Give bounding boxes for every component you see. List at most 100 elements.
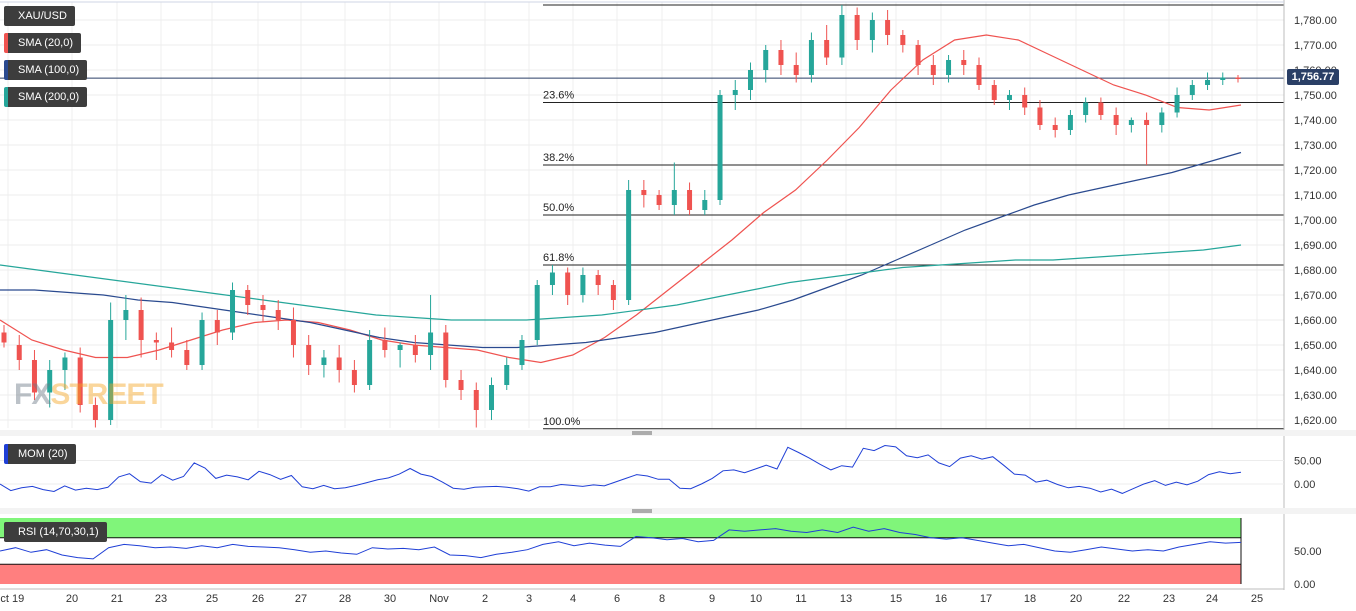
time-tick-label: Nov [429, 593, 449, 605]
rsi-tick-label: 50.00 [1294, 546, 1322, 558]
price-tick-label: 1,770.00 [1294, 40, 1337, 52]
time-tick-label: 30 [384, 593, 396, 605]
fib-level-label: 61.8% [543, 252, 574, 264]
time-tick-label: Oct 19 [0, 593, 24, 605]
sma200-label[interactable]: SMA (200,0) [4, 87, 88, 107]
price-tick-label: 1,730.00 [1294, 140, 1337, 152]
price-tick-label: 1,670.00 [1294, 290, 1337, 302]
mom-tick-label: 50.00 [1294, 456, 1322, 468]
candle-body-down [336, 357, 342, 370]
price-tick-label: 1,740.00 [1294, 115, 1337, 127]
time-tick-label: 8 [659, 593, 665, 605]
candle-body-up [504, 365, 510, 385]
watermark-part-a: FX [14, 378, 51, 411]
sma100-label[interactable]: SMA (100,0) [4, 60, 88, 80]
candle-body-down [412, 345, 418, 355]
candle-body-up [1220, 77, 1226, 80]
sma20-label[interactable]: SMA (20,0) [4, 33, 82, 53]
candles [1, 5, 1241, 428]
time-tick-label: 20 [66, 593, 78, 605]
candle-body-down [610, 285, 616, 300]
candle-body-down [31, 360, 37, 393]
candle-body-down [1052, 125, 1058, 130]
candle-body-up [534, 285, 540, 340]
fib-level-label: 23.6% [543, 90, 574, 102]
mom-label[interactable]: MOM (20) [4, 444, 76, 464]
fxstreet-watermark: FXSTREET [14, 378, 164, 412]
candle-body-up [671, 190, 677, 205]
candle-body-down [991, 85, 997, 100]
sma200-line [0, 244, 1242, 321]
price-tick-label: 1,620.00 [1294, 415, 1337, 427]
time-tick-label: 16 [935, 593, 947, 605]
candle-body-up [549, 272, 555, 285]
price-grid [0, 2, 1284, 428]
candle-body-down [260, 305, 266, 310]
candle-body-up [489, 385, 495, 410]
candle-body-up [62, 357, 68, 370]
candle-body-up [199, 320, 205, 365]
candle-body-up [1174, 95, 1180, 113]
candle-body-down [169, 342, 175, 350]
candle-body-up [747, 70, 753, 90]
rsi-line [0, 526, 1242, 560]
candle-body-up [47, 370, 53, 393]
candle-body-down [290, 320, 296, 345]
candle-body-down [1113, 115, 1119, 125]
time-tick-label: 13 [840, 593, 852, 605]
candle-body-down [885, 20, 891, 35]
price-tick-label: 1,710.00 [1294, 190, 1337, 202]
candle-body-up [580, 275, 586, 295]
rsi-panel: 50.00 0.00 [0, 518, 1322, 591]
rsi-label[interactable]: RSI (14,70,30,1) [4, 522, 107, 542]
candle-body-down [1, 332, 7, 343]
time-tick-label: 23 [155, 593, 167, 605]
fib-level-label: 100.0% [543, 416, 581, 428]
time-tick-label: 25 [206, 593, 218, 605]
moving-averages [0, 34, 1242, 364]
price-tick-label: 1,650.00 [1294, 340, 1337, 352]
candle-body-down [1098, 102, 1104, 115]
candle-body-down [687, 190, 693, 210]
panel-separator [0, 430, 1356, 436]
time-tick-label: 6 [614, 593, 620, 605]
price-tick-label: 1,680.00 [1294, 265, 1337, 277]
time-tick-label: 28 [339, 593, 351, 605]
sma100-line [0, 151, 1242, 349]
candle-body-down [900, 35, 906, 45]
candle-body-up [108, 320, 114, 420]
price-tick-label: 1,660.00 [1294, 315, 1337, 327]
mom-line [0, 444, 1242, 494]
candle-body-up [397, 345, 403, 350]
candle-body-down [915, 45, 921, 65]
time-tick-label: 18 [1024, 593, 1036, 605]
watermark-part-b: STREET [50, 378, 163, 411]
price-tick-label: 1,780.00 [1294, 15, 1337, 27]
candle-body-down [382, 340, 388, 350]
time-tick-label: 10 [750, 593, 762, 605]
candle-body-up [808, 40, 814, 75]
candle-body-down [793, 65, 799, 75]
candle-body-up [367, 340, 373, 385]
candle-body-up [869, 20, 875, 40]
candle-body-up [732, 90, 738, 95]
candle-body-up [321, 357, 327, 365]
candle-body-up [763, 50, 769, 70]
time-tick-label: 20 [1070, 593, 1082, 605]
price-tick-label: 1,750.00 [1294, 90, 1337, 102]
time-tick-label: 22 [1118, 593, 1130, 605]
price-tick-label: 1,630.00 [1294, 390, 1337, 402]
candle-body-down [245, 290, 251, 305]
candle-body-up [1083, 102, 1089, 115]
candle-body-up [1067, 115, 1073, 130]
symbol-label[interactable]: XAU/USD [4, 6, 75, 26]
candle-body-up [1159, 112, 1165, 125]
panel-separator [0, 508, 1356, 514]
last-price-tag: 1,756.77 [1287, 69, 1339, 85]
mom-tick-label: 0.00 [1294, 479, 1315, 491]
time-tick-label: 21 [111, 593, 123, 605]
candle-body-down [153, 340, 159, 343]
candle-body-down [473, 390, 479, 410]
candle-body-down [443, 332, 449, 380]
